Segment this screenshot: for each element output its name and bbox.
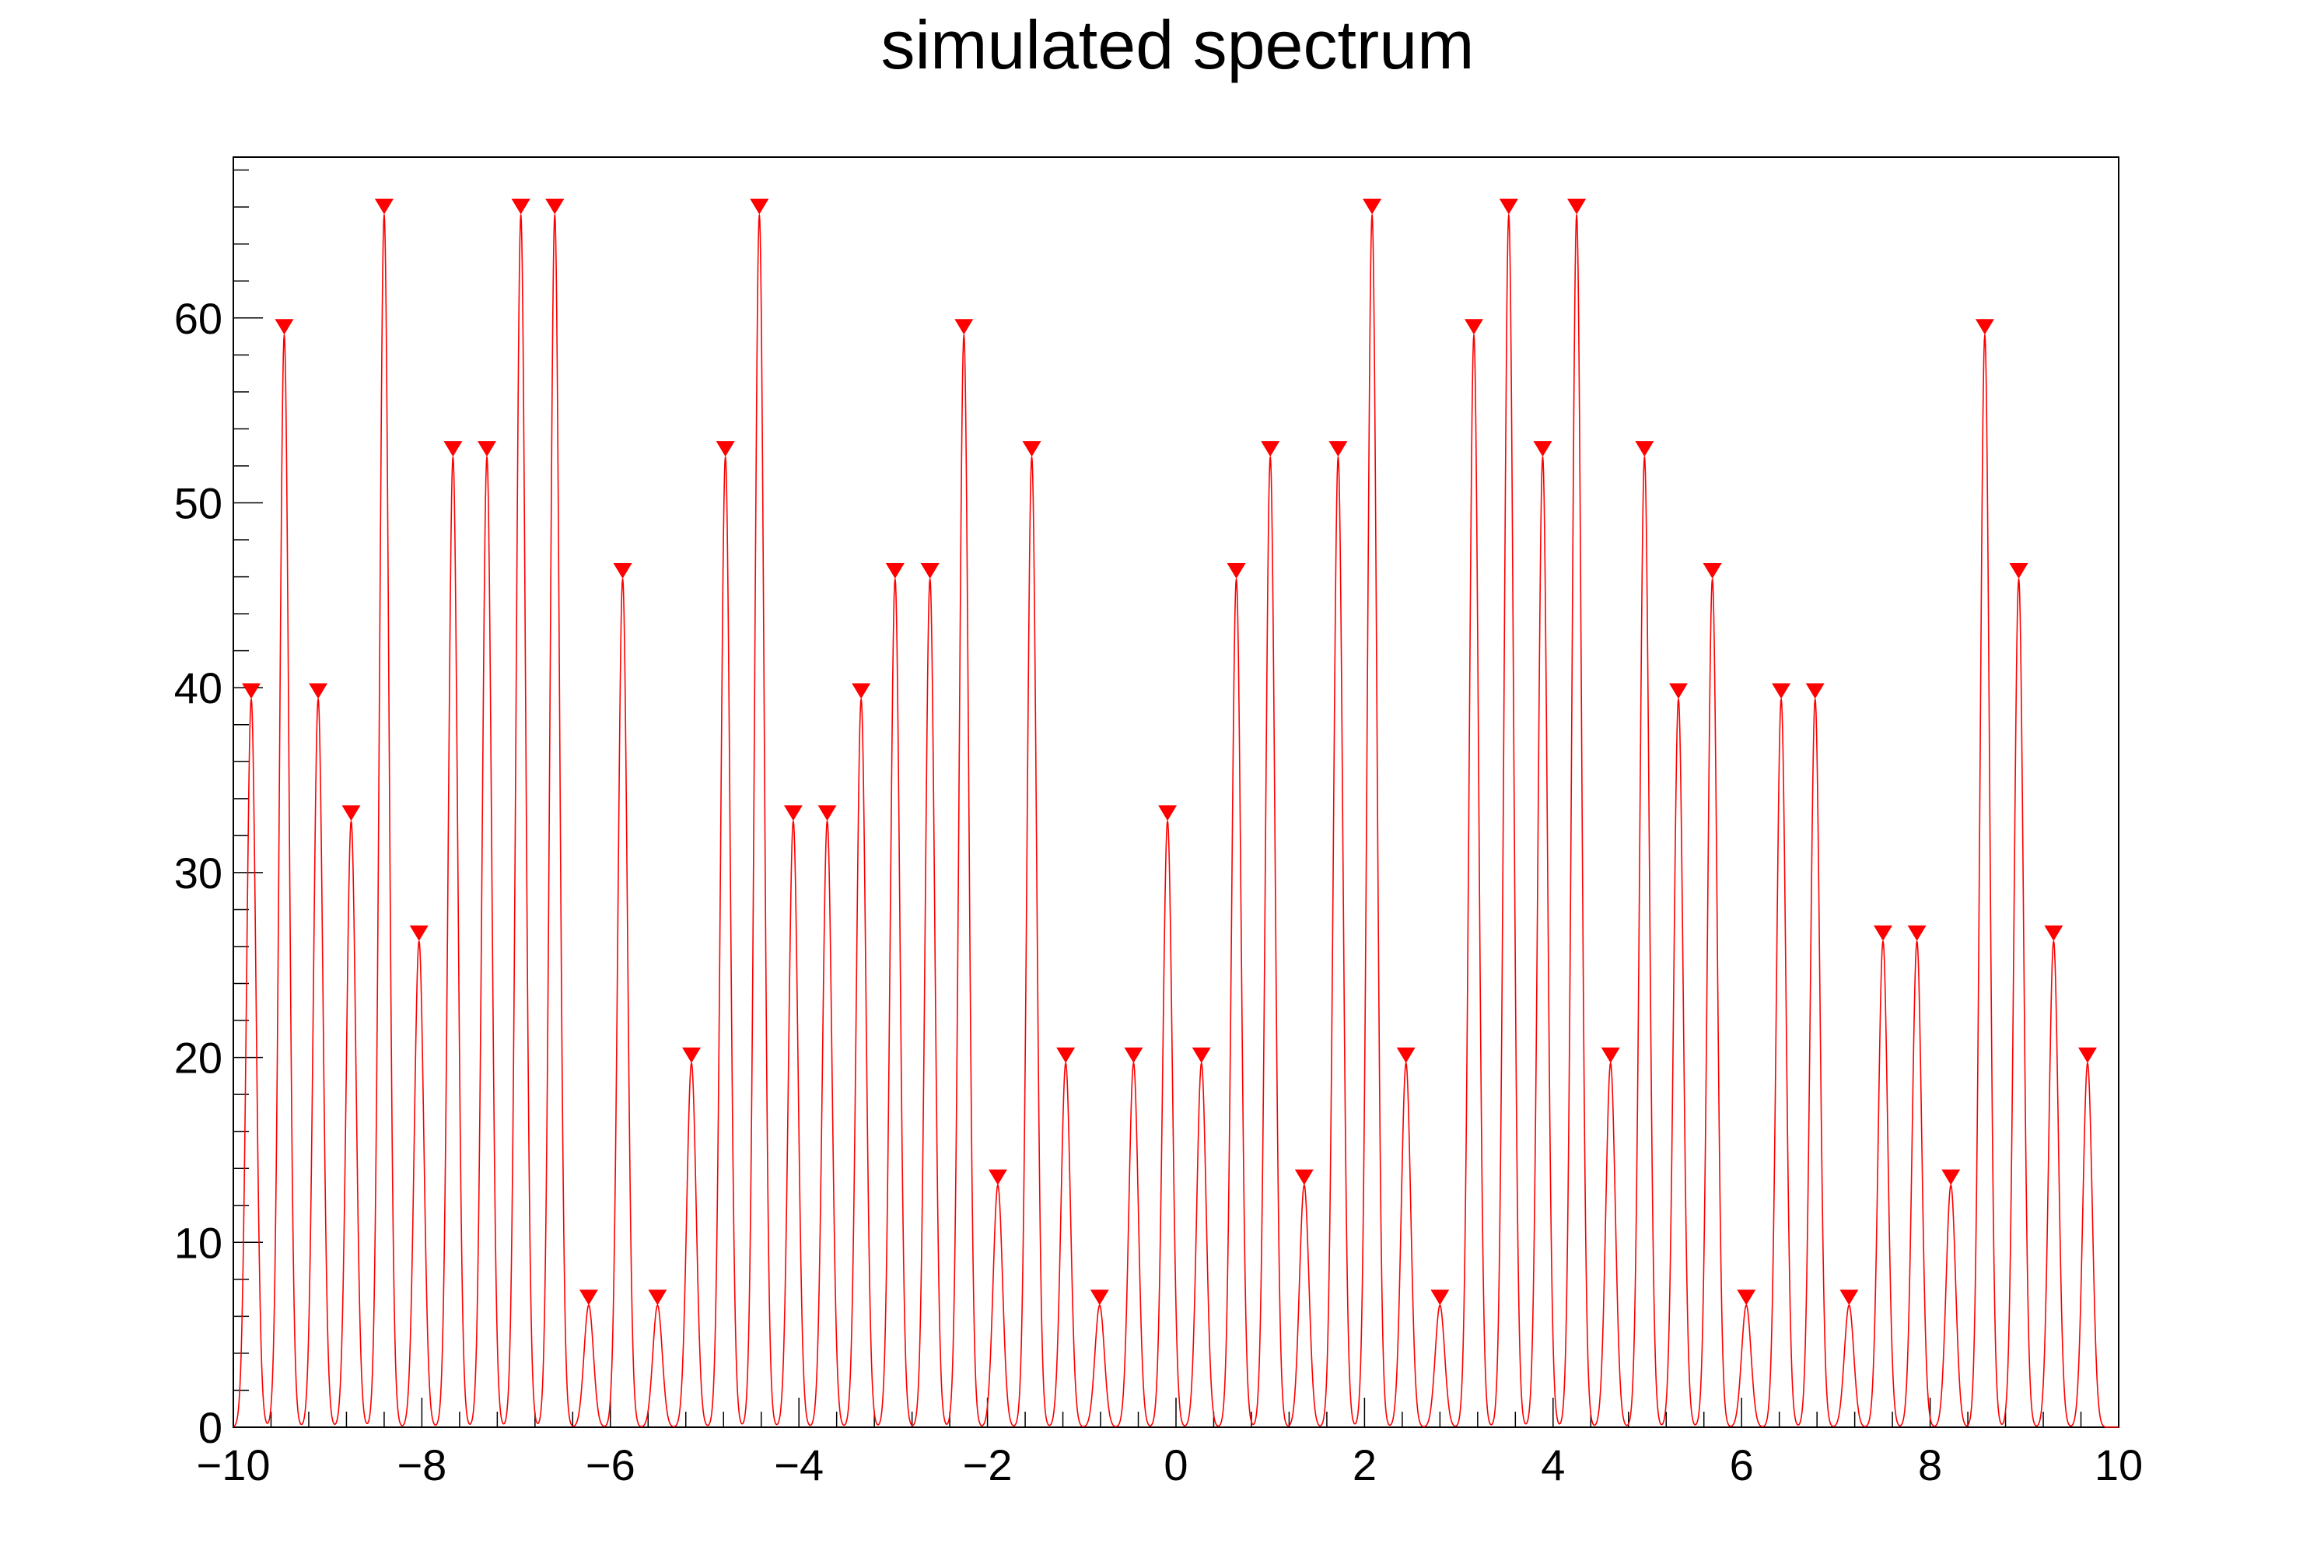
peak-marker [478, 441, 497, 457]
peak-marker [374, 198, 394, 215]
x-tick-label: 2 [1353, 1440, 1377, 1489]
peak-marker [1363, 198, 1382, 215]
peak-marker [1907, 925, 1927, 941]
x-tick-label: −10 [197, 1440, 271, 1489]
peak-marker [783, 805, 803, 821]
x-tick-label: 8 [1918, 1440, 1942, 1489]
y-tick-label: 10 [174, 1218, 222, 1267]
peak-marker [1328, 441, 1348, 457]
y-tick-label: 60 [174, 294, 222, 343]
peak-marker [885, 562, 905, 579]
x-tick-label: 4 [1541, 1440, 1565, 1489]
peak-marker [579, 1290, 598, 1306]
peak-marker [648, 1290, 667, 1306]
x-tick-label: −2 [963, 1440, 1013, 1489]
peak-marker [682, 1047, 702, 1063]
peak-marker [1975, 319, 1994, 335]
peak-marker [1772, 683, 1791, 699]
x-axis: −10 −8 −6 −4 −2 0 2 4 6 8 10 [197, 1398, 2143, 1489]
peak-marker [1737, 1290, 1756, 1306]
peak-marker [1601, 1047, 1620, 1063]
peak-marker [443, 441, 463, 457]
peak-marker [613, 562, 632, 579]
peak-marker [2044, 925, 2063, 941]
peak-marker [750, 198, 769, 215]
peak-marker [1056, 1047, 1076, 1063]
peak-marker [409, 925, 429, 941]
peak-marker [716, 441, 735, 457]
peak-marker [511, 198, 530, 215]
peak-marker [1430, 1290, 1450, 1306]
peak-marker [1839, 1290, 1859, 1306]
x-tick-label: 6 [1730, 1440, 1754, 1489]
y-tick-label: 50 [174, 478, 222, 527]
peak-marker [954, 319, 974, 335]
peak-markers [242, 198, 2098, 1306]
x-tick-label: 0 [1164, 1440, 1188, 1489]
peak-marker [275, 319, 294, 335]
peak-marker [309, 683, 328, 699]
peak-marker [1635, 441, 1654, 457]
spectrum-line [233, 214, 2119, 1428]
y-tick-label: 20 [174, 1034, 222, 1083]
peak-marker [1941, 1169, 1961, 1185]
x-tick-label: −6 [586, 1440, 635, 1489]
peak-marker [1124, 1047, 1143, 1063]
peak-marker [1090, 1290, 1109, 1306]
spectrum-series [233, 214, 2119, 1428]
peak-marker [341, 805, 361, 821]
peak-marker [1158, 805, 1178, 821]
peak-marker [1703, 562, 1722, 579]
peak-marker [545, 198, 565, 215]
chart-title: simulated spectrum [881, 6, 1475, 83]
x-tick-label: −8 [397, 1440, 446, 1489]
peak-marker [1668, 683, 1688, 699]
peak-marker [1805, 683, 1825, 699]
peak-marker [988, 1169, 1007, 1185]
y-tick-label: 30 [174, 849, 222, 898]
x-tick-label: −4 [774, 1440, 824, 1489]
peak-marker [2009, 562, 2028, 579]
peak-marker [817, 805, 837, 821]
y-tick-label: 0 [198, 1403, 222, 1452]
peak-marker [920, 562, 940, 579]
peak-marker [1567, 198, 1587, 215]
peak-marker [1533, 441, 1552, 457]
x-tick-label: 10 [2095, 1440, 2143, 1489]
peak-marker [1874, 925, 1892, 941]
y-tick-label: 40 [174, 663, 222, 712]
peak-marker [1261, 441, 1280, 457]
peak-marker [1022, 441, 1041, 457]
peak-marker [1464, 319, 1483, 335]
y-axis: 0 10 20 30 40 50 60 [174, 169, 263, 1452]
peak-marker [2078, 1047, 2098, 1063]
peak-marker [1396, 1047, 1416, 1063]
peak-marker [852, 683, 871, 699]
peak-marker [1192, 1047, 1211, 1063]
peak-marker [1227, 562, 1246, 579]
peak-marker [1499, 198, 1518, 215]
peak-marker [1294, 1169, 1314, 1185]
peak-marker [242, 683, 261, 699]
